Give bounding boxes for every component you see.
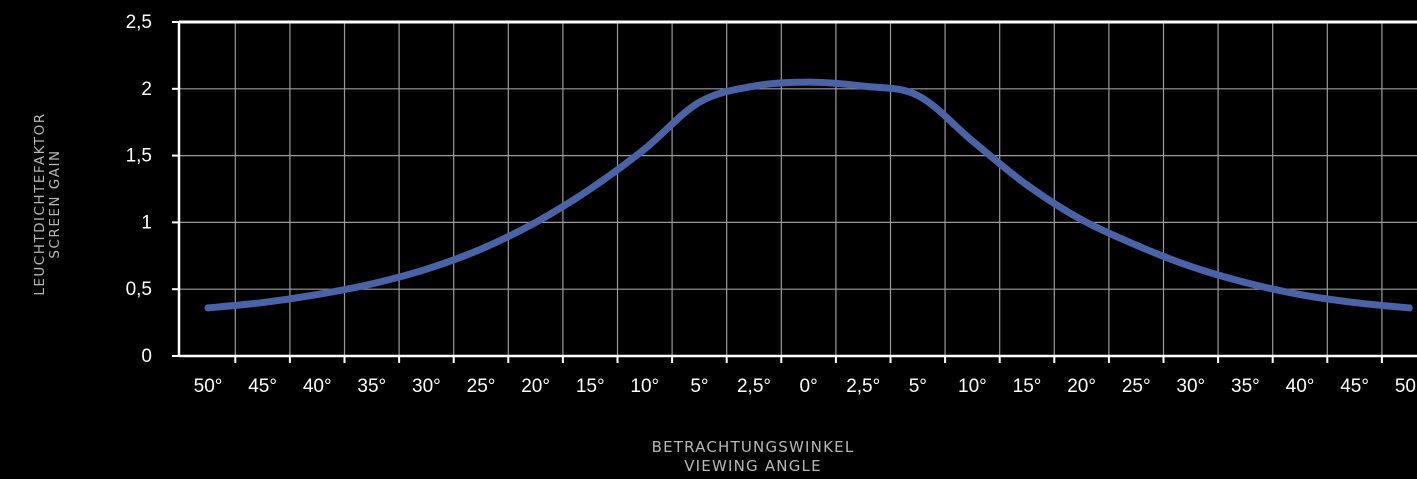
x-tick-label: 25° bbox=[467, 376, 496, 397]
x-tick-label: 35° bbox=[357, 376, 386, 397]
data-point bbox=[696, 98, 703, 106]
tick-labels: 0 0,5 1 1,5 2 2,5 50° 45° 40° 35° 30° 25° 20° 15° 10° 5… bbox=[126, 12, 1417, 397]
x-tick-label: 25° bbox=[1122, 376, 1151, 397]
x-tick-label: 20° bbox=[1067, 376, 1096, 397]
x-axis-label-line-1: BETRACHTUNGSWINKEL bbox=[651, 438, 855, 456]
series-line-screen-gain bbox=[204, 78, 1413, 312]
data-point bbox=[805, 78, 812, 86]
x-axis-label-line-2: VIEWING ANGLE bbox=[684, 457, 822, 475]
y-tick-label: 1 bbox=[141, 212, 152, 233]
data-point bbox=[969, 137, 976, 145]
x-tick-label: 45° bbox=[1340, 376, 1369, 397]
data-point bbox=[1187, 263, 1195, 270]
x-tick-label: 15° bbox=[1013, 376, 1042, 397]
x-tick-label: 5° bbox=[690, 376, 708, 397]
x-tick-label: 40° bbox=[303, 376, 332, 397]
x-axis-label: BETRACHTUNGSWINKEL VIEWING ANGLE bbox=[652, 438, 855, 476]
data-point bbox=[750, 82, 758, 90]
x-tick-label: 50° bbox=[1395, 376, 1417, 397]
y-tick-label: 2,5 bbox=[126, 12, 152, 33]
data-point bbox=[314, 291, 321, 298]
data-point bbox=[587, 185, 594, 193]
data-point bbox=[532, 219, 539, 226]
x-tick-label: 35° bbox=[1231, 376, 1260, 397]
data-point bbox=[1023, 181, 1031, 189]
x-tick-label: 30° bbox=[412, 376, 441, 397]
x-tick-label: 20° bbox=[521, 376, 550, 397]
data-point bbox=[477, 245, 485, 253]
y-tick-label: 0 bbox=[141, 346, 152, 367]
y-axis-label: LEUCHTDICHTEFAKTOR SCREEN GAIN bbox=[32, 112, 63, 296]
data-point bbox=[1351, 299, 1358, 306]
x-tick-label: 2,5° bbox=[737, 376, 771, 397]
data-point bbox=[423, 265, 430, 273]
x-tick-label: 30° bbox=[1176, 376, 1205, 397]
series bbox=[204, 78, 1413, 312]
x-tick-label: 50° bbox=[194, 376, 223, 397]
y-tick-label: 0,5 bbox=[126, 279, 152, 300]
x-tick-label: 0° bbox=[800, 376, 818, 397]
y-tick-label: 2 bbox=[141, 79, 152, 100]
y-tick-label: 1,5 bbox=[126, 146, 152, 167]
x-tick-label: 2,5° bbox=[846, 376, 880, 397]
data-point bbox=[1242, 279, 1249, 286]
data-point bbox=[1296, 291, 1304, 298]
x-tick-label: 45° bbox=[248, 376, 277, 397]
data-point bbox=[860, 82, 867, 90]
x-tick-label: 5° bbox=[909, 376, 927, 397]
grid bbox=[179, 21, 1417, 356]
data-point bbox=[204, 304, 212, 312]
data-point bbox=[1078, 216, 1085, 223]
x-tick-label: 10° bbox=[958, 376, 987, 397]
axes bbox=[172, 20, 1417, 363]
data-point bbox=[1406, 304, 1413, 312]
x-tick-label: 10° bbox=[630, 376, 659, 397]
data-point bbox=[259, 299, 266, 306]
data-point bbox=[1133, 241, 1140, 249]
data-point bbox=[914, 92, 921, 99]
x-tick-label: 15° bbox=[576, 376, 605, 397]
y-axis-label-line-1: LEUCHTDICHTEFAKTOR bbox=[32, 112, 48, 296]
x-tick-label: 40° bbox=[1286, 376, 1315, 397]
data-point bbox=[368, 280, 375, 288]
data-point bbox=[641, 145, 648, 153]
y-axis-label-line-2: SCREEN GAIN bbox=[47, 149, 63, 259]
